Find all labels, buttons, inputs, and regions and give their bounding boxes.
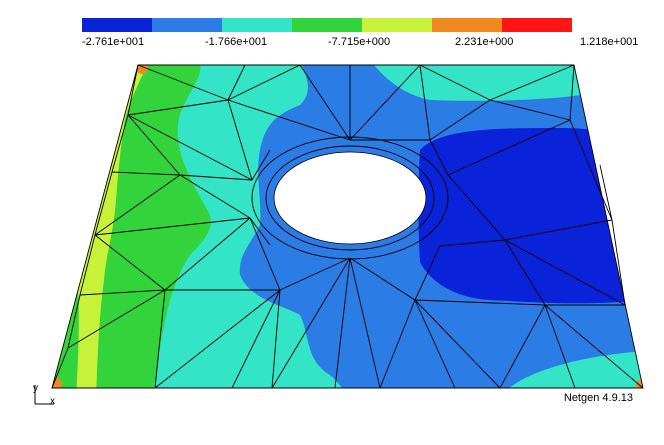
color-legend-segment [432, 18, 502, 32]
color-legend-tick-3: -7.715e+000 [328, 36, 391, 48]
contour-region-cyan-bottom-right [500, 350, 643, 388]
contour-spot-orange [136, 65, 148, 74]
contour-region-cyan-right [370, 65, 580, 101]
plate-hole [274, 152, 426, 244]
color-legend-segment [82, 18, 152, 32]
axis-triad-icon [34, 385, 54, 405]
axis-y-label: y [33, 383, 38, 394]
color-legend-segment [362, 18, 432, 32]
contour-spot-orange [636, 380, 643, 388]
app-version-label: Netgen 4.9.13 [563, 392, 633, 404]
mesh-ring-inner [265, 145, 435, 251]
hole-outline [273, 151, 427, 245]
contour-region-deep-blue [418, 128, 643, 304]
color-legend-segment [502, 18, 572, 32]
color-legend-segment [292, 18, 362, 32]
color-legend-bar [82, 18, 572, 32]
color-legend-segment [222, 18, 292, 32]
color-legend-tick-2: -1.766e+001 [205, 36, 268, 48]
mesh-triangulation [51, 64, 644, 389]
color-legend-tick-1: -2.761e+001 [82, 36, 145, 48]
color-legend-tick-5: 1.218e+001 [580, 36, 639, 48]
color-legend-segment [152, 18, 222, 32]
axis-x-label: x [50, 396, 55, 407]
mesh-lines [51, 64, 644, 389]
color-legend-tick-4: 2.231e+000 [455, 36, 514, 48]
